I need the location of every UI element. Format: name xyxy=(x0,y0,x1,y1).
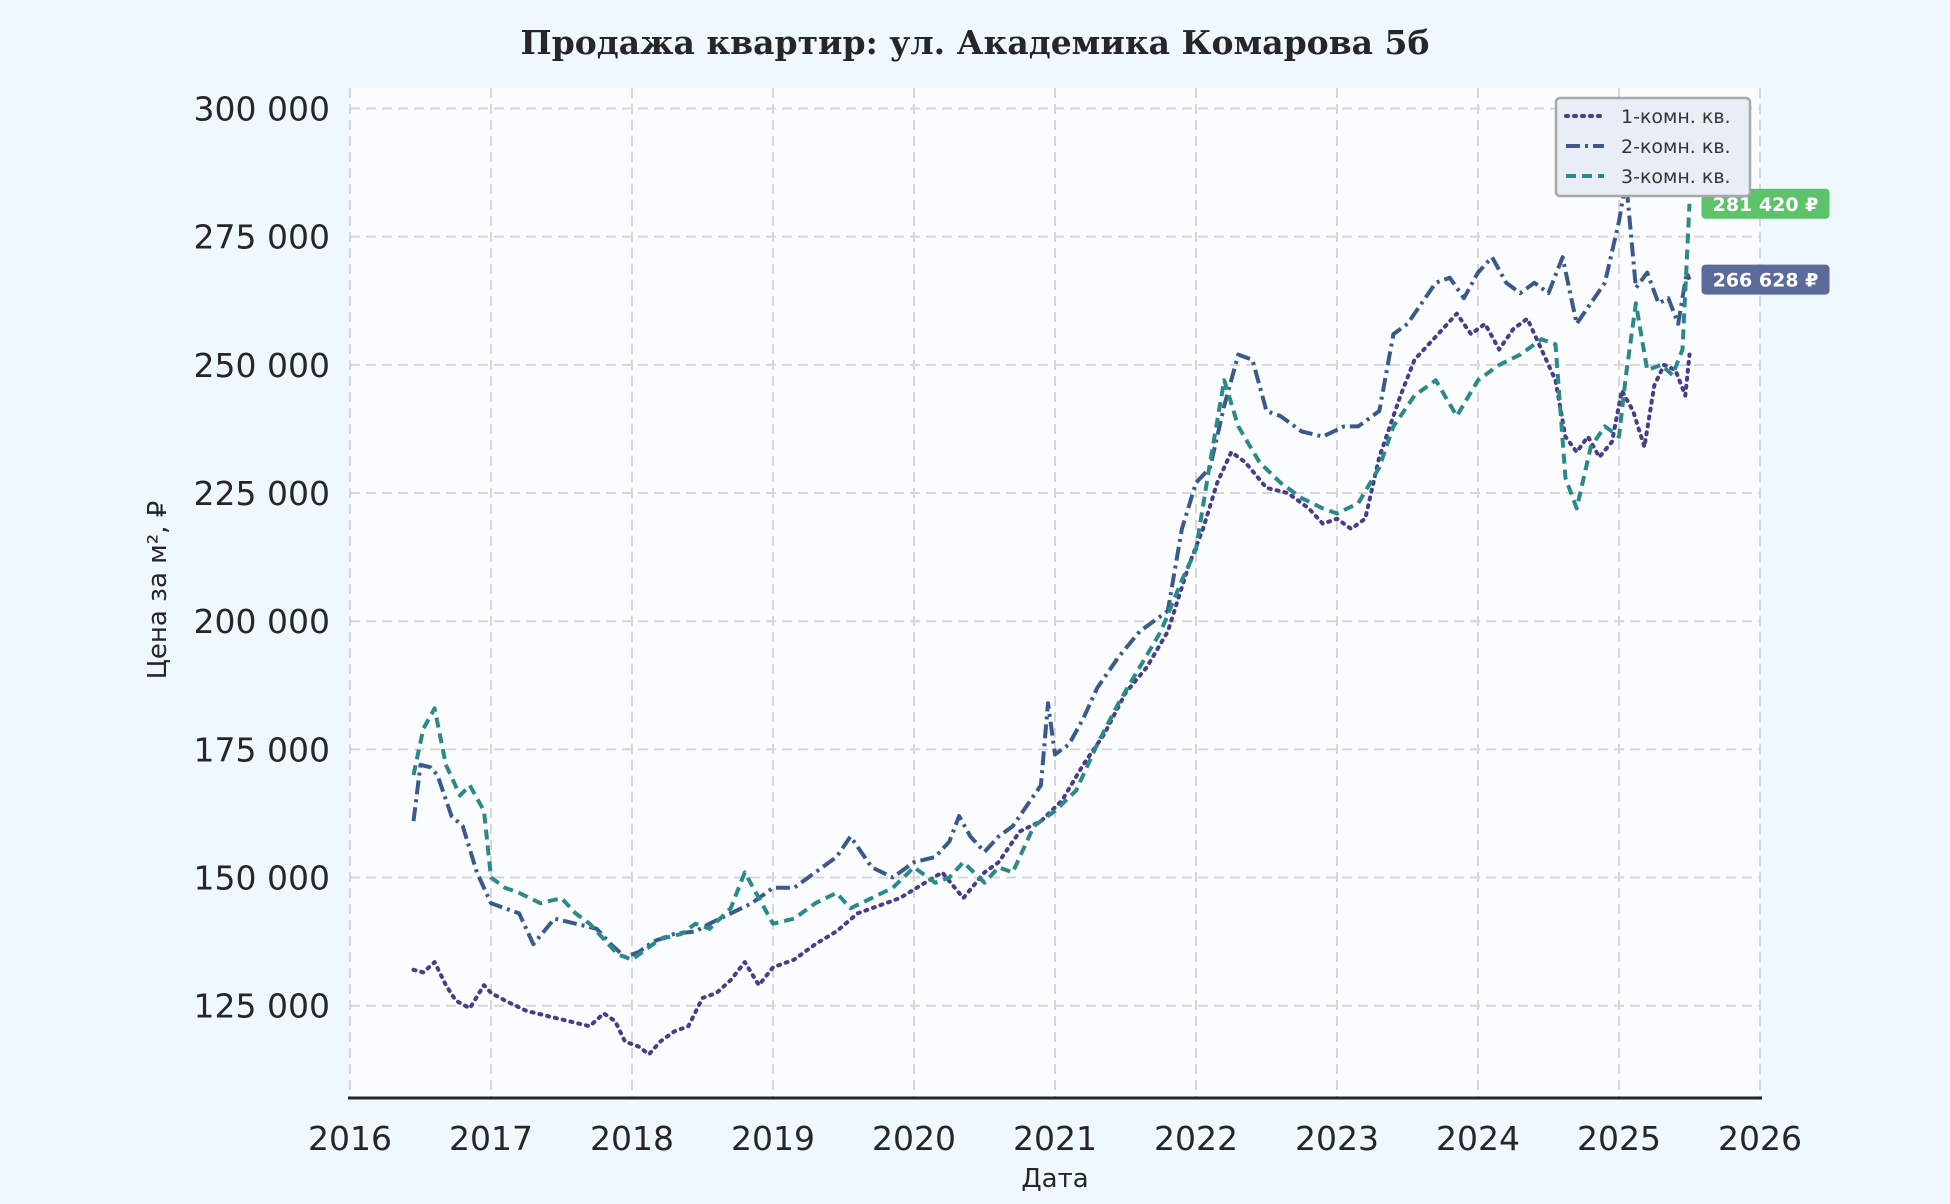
y-tick-label: 150 000 xyxy=(194,859,330,898)
x-tick-label: 2018 xyxy=(590,1119,674,1158)
y-tick-label: 250 000 xyxy=(194,346,330,385)
end-label-text-1: 281 420 ₽ xyxy=(1713,194,1819,216)
y-axis-label: Цена за м², ₽ xyxy=(143,501,173,680)
x-tick-label: 2019 xyxy=(731,1119,815,1158)
x-axis-label: Дата xyxy=(1021,1164,1088,1194)
x-tick-label: 2017 xyxy=(449,1119,533,1158)
legend-label-3: 3-комн. кв. xyxy=(1621,166,1731,188)
y-tick-label: 175 000 xyxy=(194,730,330,769)
chart-title: Продажа квартир: ул. Академика Комарова … xyxy=(521,23,1430,62)
x-tick-label: 2021 xyxy=(1013,1119,1097,1158)
y-tick-label: 200 000 xyxy=(194,602,330,641)
x-tick-label: 2020 xyxy=(872,1119,956,1158)
x-tick-label: 2026 xyxy=(1718,1119,1802,1158)
series-group xyxy=(411,178,1692,1057)
series-line-2 xyxy=(411,178,1692,959)
x-tick-label: 2022 xyxy=(1154,1119,1238,1158)
legend: 1-комн. кв. 2-комн. кв. 3-комн. кв. xyxy=(1554,96,1752,198)
legend-label-2: 2-комн. кв. xyxy=(1621,136,1731,158)
y-tick-label: 275 000 xyxy=(194,218,330,257)
tick-labels: 125 000 150 000 175 000 200 000 225 000 250 0… xyxy=(194,90,1802,1158)
x-tick-label: 2025 xyxy=(1577,1119,1661,1158)
y-tick-label: 225 000 xyxy=(194,474,330,513)
legend-box xyxy=(1554,96,1752,198)
series-line-3 xyxy=(411,203,1692,962)
x-tick-label: 2016 xyxy=(308,1119,392,1158)
x-tick-label: 2023 xyxy=(1295,1119,1379,1158)
y-tick-label: 125 000 xyxy=(194,987,330,1026)
x-tick-label: 2024 xyxy=(1436,1119,1520,1158)
end-label-badge-2 xyxy=(1701,264,1830,295)
y-tick-label: 300 000 xyxy=(194,90,330,129)
end-label-text-2: 266 628 ₽ xyxy=(1713,270,1819,292)
legend-label-1: 1-комн. кв. xyxy=(1621,106,1731,128)
end-labels: 281 420 ₽ 266 628 ₽ xyxy=(1701,188,1830,295)
